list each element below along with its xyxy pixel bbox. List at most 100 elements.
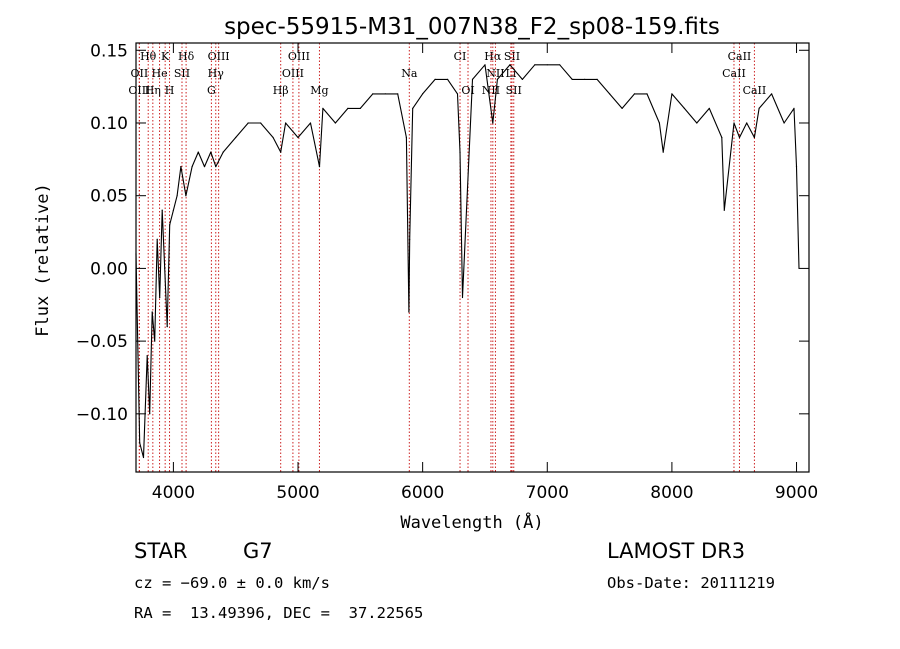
data-point (783, 122, 785, 124)
marker-label: Na (401, 67, 418, 80)
marker-label: Hβ (273, 84, 289, 97)
marker-label: He (152, 67, 168, 80)
data-point (658, 122, 661, 124)
data-point (422, 93, 424, 95)
data-point (753, 136, 756, 139)
survey-name: LAMOST DR3 (607, 539, 746, 563)
data-point (334, 122, 336, 124)
marker-label: SII (506, 84, 522, 97)
marker-label: OIII (288, 50, 310, 63)
marker-label: SII (174, 67, 190, 80)
marker-label: OII (131, 67, 149, 80)
y-tick-label: 0.10 (90, 114, 128, 134)
marker-label: OIII (208, 50, 230, 63)
marker-label: CaII (728, 50, 752, 63)
data-point (172, 209, 174, 211)
chart-title: spec-55915-M31_007N38_F2_sp08-159.fits (224, 14, 720, 40)
marker-label: Hα (484, 50, 502, 63)
data-point (149, 413, 151, 415)
y-axis-ticks: −0.10 −0.05 0.00 0.05 0.10 0.15 (76, 41, 809, 425)
data-point (471, 78, 474, 80)
data-point (260, 122, 262, 124)
y-tick-label: −0.05 (76, 332, 128, 352)
marker-label: CI (454, 50, 467, 63)
data-point (164, 267, 166, 269)
data-point (484, 64, 486, 66)
marker-label: SII (504, 50, 520, 63)
data-point (409, 238, 411, 240)
data-point (156, 238, 158, 240)
data-point (609, 93, 611, 95)
x-tick-label: 6000 (401, 483, 444, 503)
marker-label: Hγ (208, 67, 225, 80)
data-point (180, 166, 182, 168)
data-point (347, 107, 349, 109)
data-point (456, 93, 459, 95)
data-point (372, 93, 374, 95)
data-point (412, 107, 414, 109)
data-point (738, 136, 741, 139)
data-point (215, 166, 217, 168)
x-axis-ticks: 4000 5000 6000 7000 8000 9000 (152, 43, 818, 503)
data-point (771, 93, 773, 95)
data-point (571, 78, 573, 80)
y-tick-label: 0.15 (90, 41, 128, 61)
marker-label: OIII (282, 67, 304, 80)
data-point (496, 78, 498, 80)
data-point (584, 78, 586, 80)
data-point (297, 136, 299, 139)
data-point (795, 166, 798, 168)
data-point (758, 107, 760, 109)
data-point (210, 151, 212, 153)
data-point (447, 78, 449, 80)
data-point (318, 166, 321, 168)
data-point (534, 64, 536, 66)
data-point (596, 78, 598, 80)
data-point (203, 166, 206, 168)
data-point (384, 93, 386, 95)
data-point (434, 78, 436, 80)
x-tick-label: 8000 (650, 483, 693, 503)
data-point (235, 136, 237, 139)
data-point (247, 122, 249, 124)
data-point (696, 122, 698, 124)
marker-label: Hη (145, 84, 161, 97)
x-tick-label: 5000 (276, 483, 319, 503)
data-point (142, 456, 145, 459)
x-tick-label: 4000 (152, 483, 195, 503)
data-point (146, 355, 148, 357)
x-tick-label: 7000 (526, 483, 569, 503)
data-point (159, 296, 161, 299)
data-point (139, 442, 141, 444)
data-point (197, 151, 199, 153)
redshift-velocity: cz = −69.0 ± 0.0 km/s (134, 574, 330, 592)
data-point (671, 93, 673, 95)
marker-label: NII (482, 84, 500, 97)
data-point (408, 311, 410, 313)
data-point (461, 296, 464, 299)
data-point (176, 195, 178, 197)
observation-date: Obs-Date: 20111219 (607, 574, 775, 592)
spectrum-series (135, 64, 800, 459)
data-point (492, 122, 494, 124)
marker-label: Li (505, 67, 516, 80)
data-point (191, 166, 193, 168)
data-point (272, 136, 274, 139)
data-point (359, 107, 361, 109)
data-point (166, 326, 168, 328)
data-point (733, 122, 735, 124)
data-point (793, 107, 795, 109)
plot-frame (135, 42, 810, 473)
data-point (151, 311, 153, 313)
data-point (222, 151, 224, 153)
marker-label: K (161, 50, 170, 63)
data-point (746, 122, 748, 124)
marker-label: G (207, 84, 216, 97)
data-point (161, 209, 163, 211)
marker-label: Hθ (140, 50, 157, 63)
data-point (621, 107, 623, 109)
y-tick-label: 0.05 (90, 187, 128, 207)
data-point (309, 122, 312, 124)
data-point (154, 340, 156, 342)
